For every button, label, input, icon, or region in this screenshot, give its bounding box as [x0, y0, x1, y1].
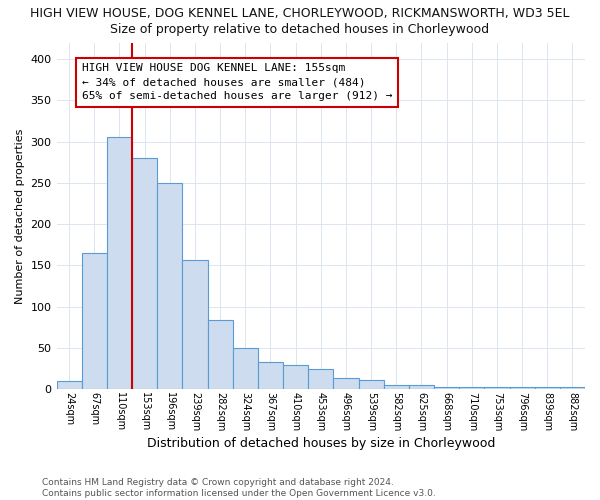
- Bar: [509, 387, 535, 390]
- Bar: [434, 387, 459, 390]
- Bar: [157, 183, 182, 390]
- Bar: [484, 387, 509, 390]
- Bar: [182, 260, 208, 390]
- Bar: [560, 387, 585, 390]
- Bar: [383, 385, 409, 390]
- Bar: [132, 158, 157, 390]
- Bar: [283, 366, 308, 390]
- Bar: [56, 381, 82, 390]
- X-axis label: Distribution of detached houses by size in Chorleywood: Distribution of detached houses by size …: [146, 437, 495, 450]
- Bar: [409, 385, 434, 390]
- Bar: [308, 368, 334, 390]
- Bar: [334, 378, 359, 390]
- Bar: [107, 138, 132, 390]
- Bar: [233, 348, 258, 390]
- Bar: [359, 380, 383, 390]
- Text: Contains HM Land Registry data © Crown copyright and database right 2024.
Contai: Contains HM Land Registry data © Crown c…: [42, 478, 436, 498]
- Text: HIGH VIEW HOUSE, DOG KENNEL LANE, CHORLEYWOOD, RICKMANSWORTH, WD3 5EL: HIGH VIEW HOUSE, DOG KENNEL LANE, CHORLE…: [30, 8, 570, 20]
- Text: HIGH VIEW HOUSE DOG KENNEL LANE: 155sqm
← 34% of detached houses are smaller (48: HIGH VIEW HOUSE DOG KENNEL LANE: 155sqm …: [82, 63, 392, 101]
- Bar: [459, 387, 484, 390]
- Text: Size of property relative to detached houses in Chorleywood: Size of property relative to detached ho…: [110, 22, 490, 36]
- Bar: [82, 253, 107, 390]
- Bar: [258, 362, 283, 390]
- Bar: [535, 387, 560, 390]
- Y-axis label: Number of detached properties: Number of detached properties: [15, 128, 25, 304]
- Bar: [208, 320, 233, 390]
